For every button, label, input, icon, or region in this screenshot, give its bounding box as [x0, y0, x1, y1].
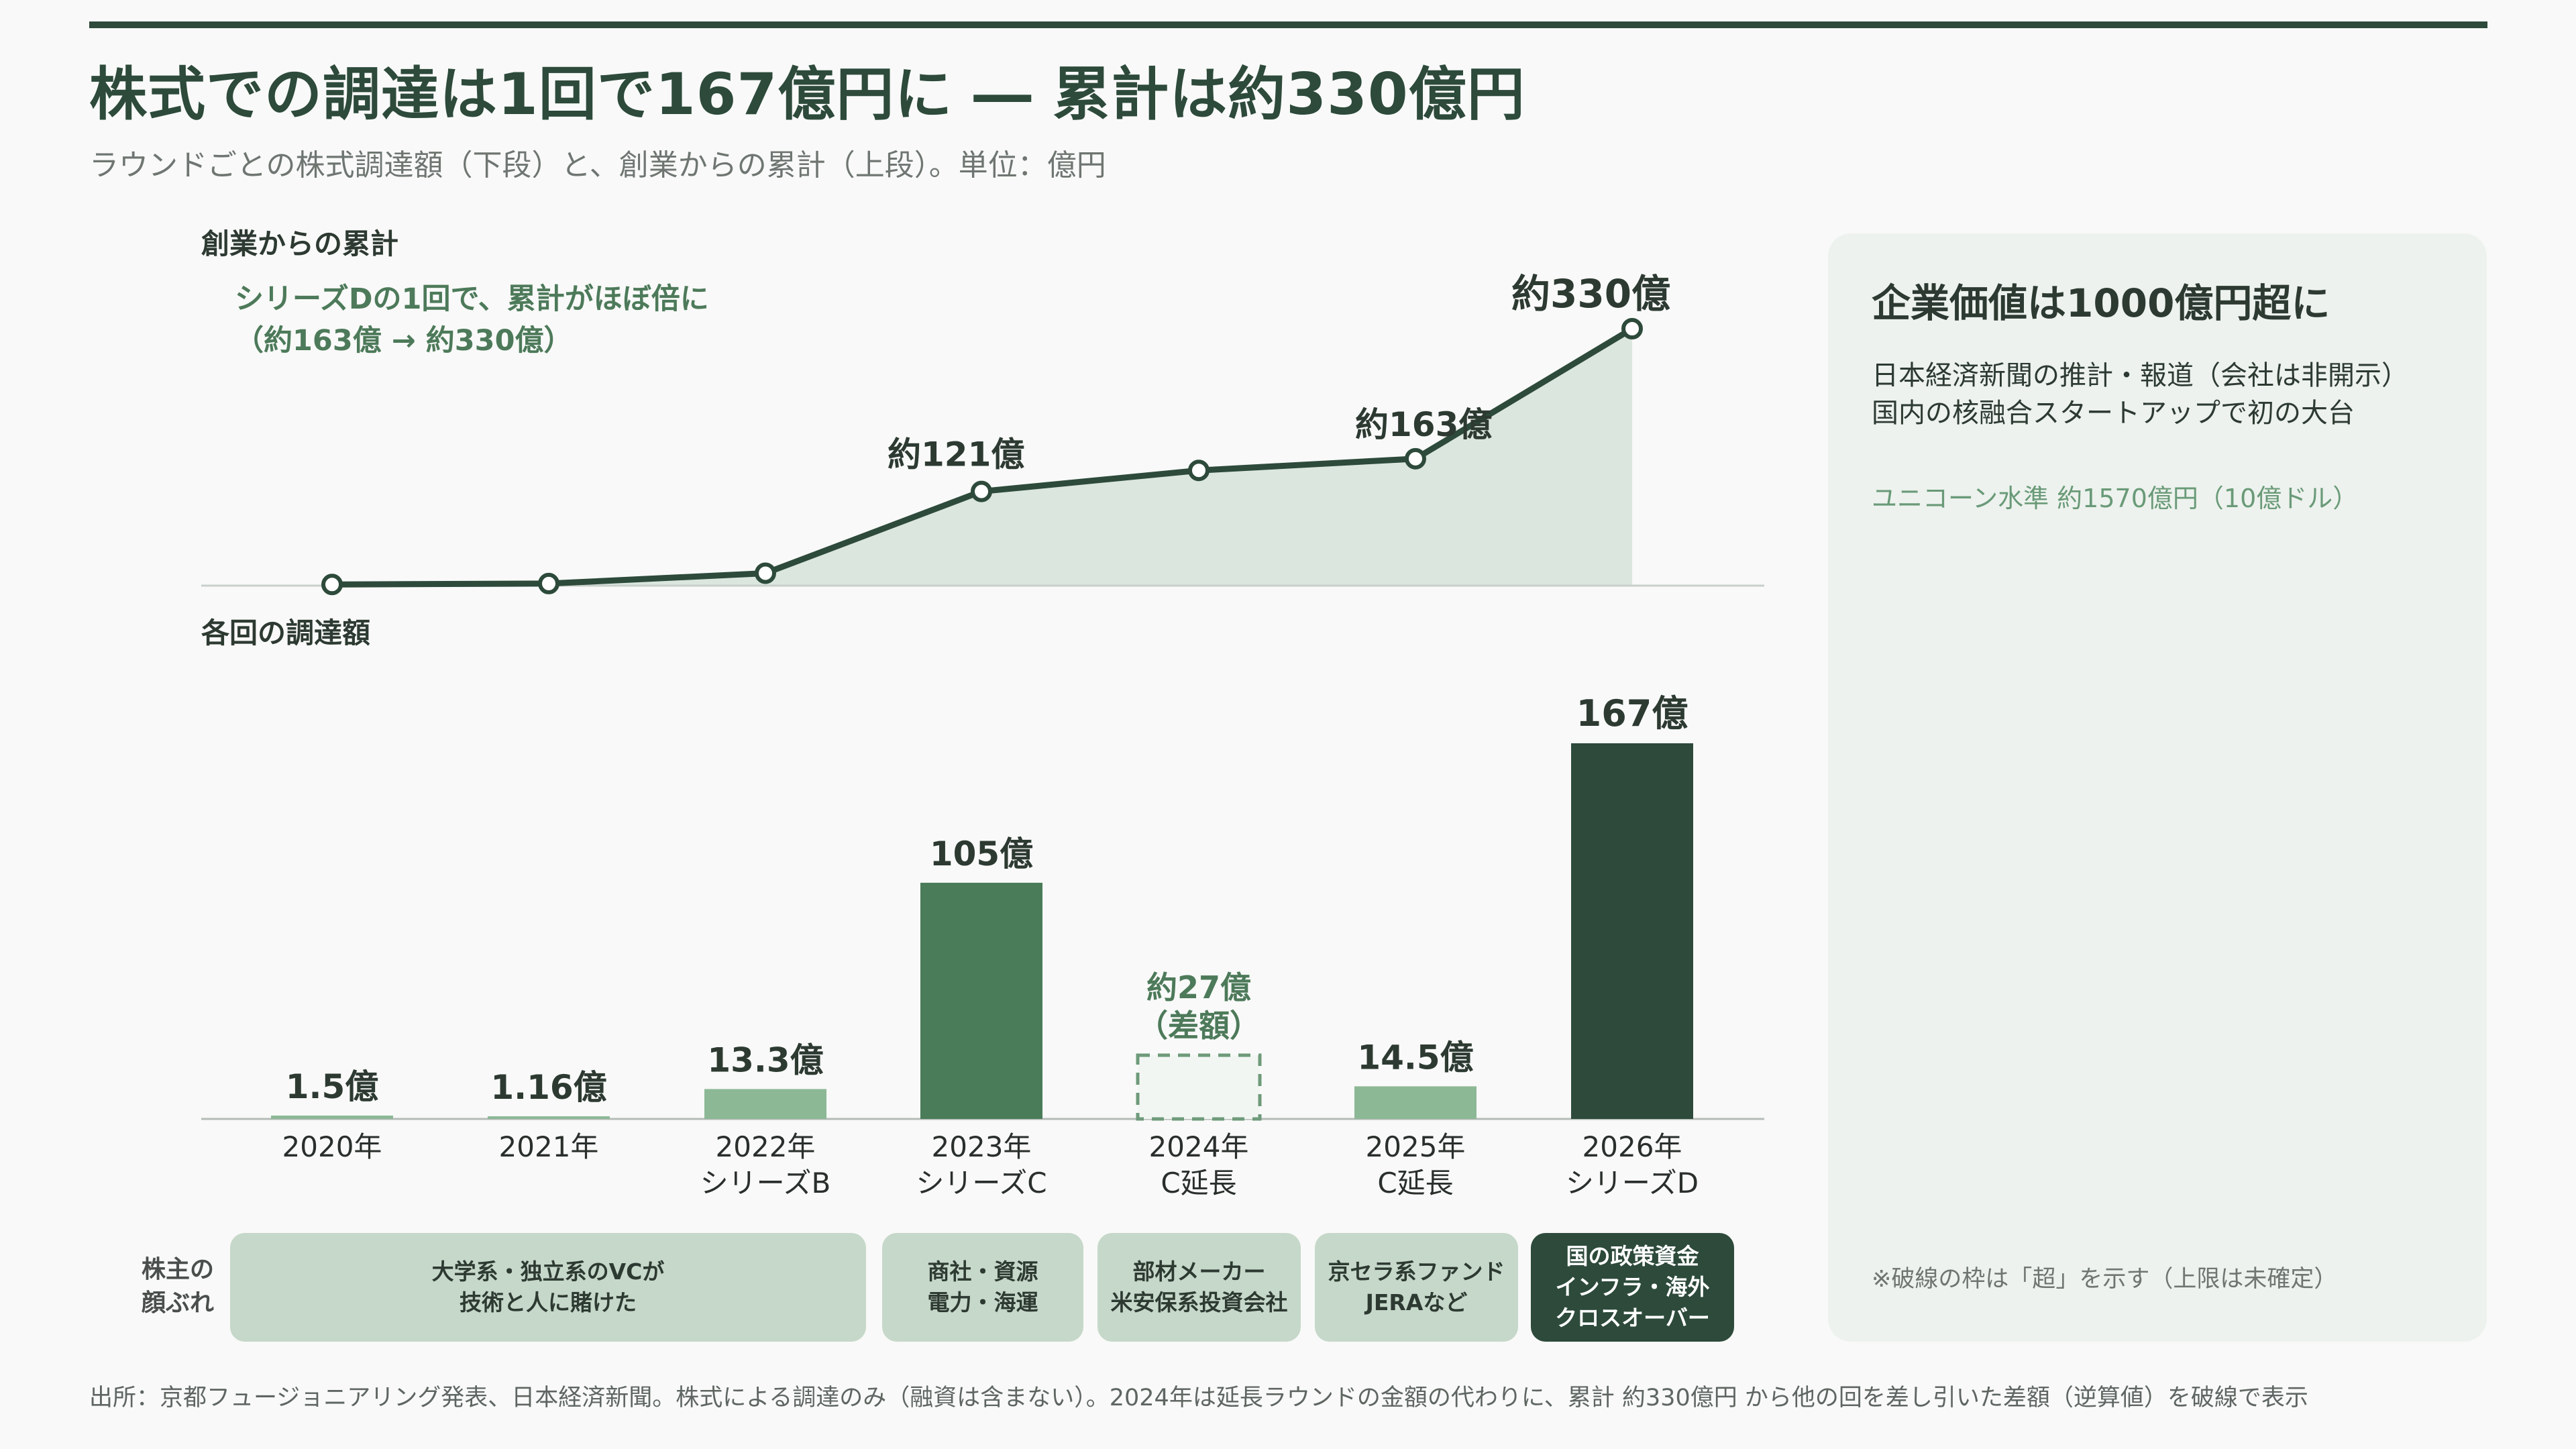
cumulative-point-label: 約163億	[1355, 405, 1492, 444]
page-title: 株式での調達は1回で167億円に ― 累計は約330億円	[89, 61, 1525, 128]
holder-group-kyocera: 京セラ系ファンド JERAなど	[1315, 1233, 1518, 1342]
round-year-tick: 2025年	[1366, 1130, 1466, 1163]
round-section-label: 各回の調達額	[201, 616, 371, 649]
top-rule	[89, 21, 2487, 28]
round-bar-estimated	[1136, 1053, 1262, 1121]
holder-line: 大学系・独立系のVCが	[431, 1258, 665, 1285]
holder-line: 国の政策資金	[1566, 1243, 1699, 1269]
valuation-note: ※破線の枠は「超」を示す（上限は未確定）	[1872, 1266, 2338, 1293]
shareholders-label-line2: 顔ぶれ	[141, 1289, 214, 1317]
round-year-tick: 2022年	[716, 1130, 816, 1163]
holder-line: 米安保系投資会社	[1110, 1289, 1288, 1316]
round-value-label: 1.5億	[286, 1067, 379, 1106]
holder-line: JERAなど	[1365, 1289, 1468, 1316]
round-bar	[920, 882, 1042, 1119]
cumulative-point	[321, 574, 343, 596]
holder-line: インフラ・海外	[1555, 1274, 1710, 1300]
cumulative-point-label: 約330億	[1511, 271, 1670, 317]
holder-line: 部材メーカー	[1132, 1258, 1266, 1285]
valuation-desc-line1: 日本経済新聞の推計・報道（会社は非開示）	[1872, 360, 2408, 391]
round-value-label: （差額）	[1137, 1008, 1260, 1044]
shareholders-label: 株主の 顔ぶれ	[127, 1253, 228, 1320]
cumulative-point	[971, 480, 992, 502]
shareholders-label-line1: 株主の	[141, 1256, 214, 1283]
holder-line: 京セラ系ファンド	[1328, 1258, 1505, 1285]
page-subtitle: ラウンドごとの株式調達額（下段）と、創業からの累計（上段）。単位：億円	[89, 148, 1106, 182]
round-value-label: 14.5億	[1357, 1038, 1473, 1077]
round-value-label: 13.3億	[707, 1040, 823, 1079]
cumulative-area	[332, 329, 1632, 586]
round-series-tick: C延長	[1377, 1167, 1453, 1199]
round-value-label: 1.16億	[490, 1068, 606, 1107]
round-year-tick: 2023年	[932, 1130, 1032, 1163]
round-series-tick: C延長	[1161, 1167, 1236, 1199]
round-year-tick: 2024年	[1149, 1130, 1249, 1163]
cumulative-point	[755, 562, 776, 584]
holder-group-materials: 部材メーカー 米安保系投資会社	[1097, 1233, 1301, 1342]
round-year-tick: 2026年	[1582, 1130, 1682, 1163]
holder-line: 技術と人に賭けた	[459, 1289, 637, 1316]
round-bar	[271, 1115, 393, 1119]
holder-group-vc: 大学系・独立系のVCが 技術と人に賭けた	[230, 1233, 866, 1342]
round-bar	[488, 1116, 610, 1119]
cumulative-point	[1621, 318, 1643, 339]
round-bar	[1354, 1086, 1477, 1119]
round-bar	[1571, 743, 1693, 1119]
cumulative-point	[1188, 460, 1210, 482]
round-value-label: 167億	[1576, 692, 1688, 735]
cumulative-note-line2: （約163億 → 約330億）	[235, 324, 573, 358]
round-series-tick: シリーズD	[1566, 1167, 1699, 1199]
cumulative-point	[1405, 447, 1426, 470]
cumulative-note-line1: シリーズDの1回で、累計がほぼ倍に	[235, 282, 709, 316]
source-footer: 出所：京都フュージョニアリング発表、日本経済新聞。株式による調達のみ（融資は含ま…	[89, 1385, 2308, 1411]
round-series-tick: シリーズC	[916, 1167, 1046, 1199]
holder-group-policy: 国の政策資金 インフラ・海外 クロスオーバー	[1531, 1233, 1734, 1342]
round-value-label: 105億	[930, 835, 1033, 873]
round-bar	[704, 1089, 826, 1119]
valuation-panel	[1828, 233, 2487, 1342]
cumulative-point	[538, 572, 559, 594]
holder-line: クロスオーバー	[1555, 1305, 1710, 1331]
round-series-tick: シリーズB	[700, 1167, 831, 1199]
holder-line: 電力・海運	[927, 1289, 1038, 1316]
holder-group-trading: 商社・資源電力・海運	[882, 1233, 1083, 1342]
cumulative-section-label: 創業からの累計	[201, 227, 399, 260]
round-year-tick: 2020年	[282, 1130, 382, 1163]
unicorn-label: ユニコーン水準 約1570億円（10億ドル）	[1872, 484, 2359, 513]
valuation-title: 企業価値は1000億円超に	[1872, 280, 2330, 326]
valuation-desc-line2: 国内の核融合スタートアップで初の大台	[1872, 398, 2355, 429]
round-value-label: 約27億	[1146, 969, 1251, 1006]
round-year-tick: 2021年	[499, 1130, 599, 1163]
cumulative-point-label: 約121億	[888, 435, 1024, 474]
holder-line: 商社・資源	[927, 1258, 1038, 1285]
